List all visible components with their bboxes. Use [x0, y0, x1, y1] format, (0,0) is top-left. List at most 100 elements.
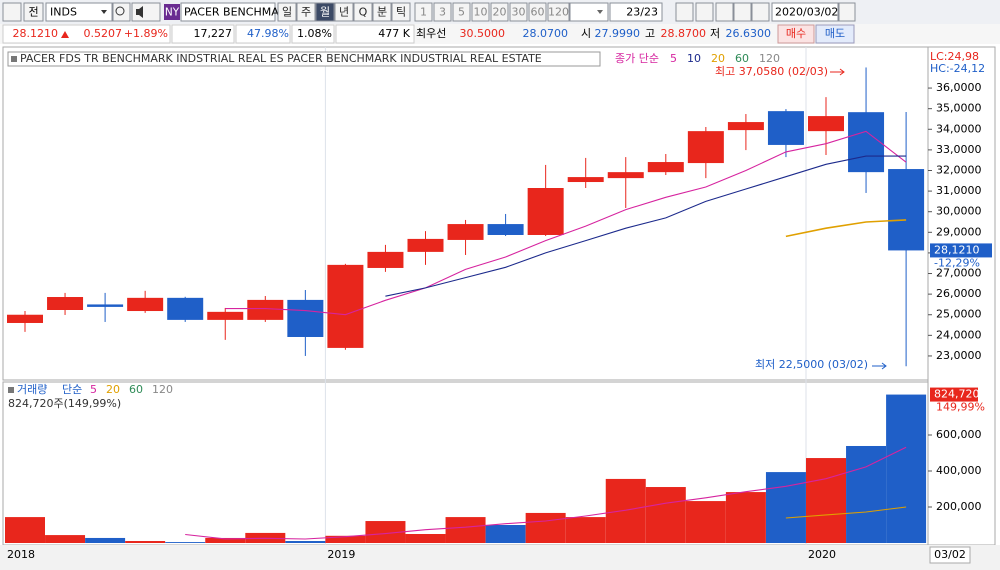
- volume-bar: [165, 542, 206, 543]
- buy-button[interactable]: [777, 24, 815, 44]
- interval-button[interactable]: [528, 2, 547, 22]
- best-ask: 30.5000: [460, 27, 506, 40]
- y-tick-label: 26,0000: [936, 287, 982, 300]
- period-button[interactable]: [315, 2, 335, 22]
- candle-body: [727, 122, 764, 131]
- interval-label[interactable]: 30: [512, 6, 526, 19]
- period-label[interactable]: 주: [301, 6, 311, 19]
- change-pct: +1.89%: [124, 27, 168, 40]
- low: 26.6300: [726, 27, 772, 40]
- interval-label[interactable]: 10: [474, 6, 488, 19]
- legend-entry: 60: [129, 383, 143, 396]
- axis-column: [927, 46, 996, 546]
- lc-label: LC:24,98: [930, 50, 979, 63]
- period-label[interactable]: 분: [377, 6, 387, 19]
- current-price: 28.1210: [13, 27, 59, 40]
- interval-dropdown[interactable]: [569, 2, 609, 22]
- tool-button[interactable]: [675, 2, 694, 22]
- volume-bar: [45, 535, 86, 543]
- candle-body: [127, 297, 164, 312]
- period-label[interactable]: Q: [359, 6, 368, 19]
- tool-button[interactable]: [751, 2, 770, 22]
- sell-label[interactable]: 매도: [825, 27, 845, 40]
- period-button[interactable]: [391, 2, 411, 22]
- period-button[interactable]: [296, 2, 316, 22]
- legend-entry: 20: [711, 52, 725, 65]
- candle-body: [207, 311, 244, 320]
- interval-label[interactable]: 3: [439, 6, 446, 19]
- period-label[interactable]: 년: [339, 6, 349, 19]
- price-panel: [2, 46, 929, 381]
- interval-button[interactable]: [547, 2, 570, 22]
- candle-body: [687, 131, 724, 164]
- y-tick-label: 24,0000: [936, 328, 982, 341]
- legend-entry: 20: [106, 383, 120, 396]
- period-button[interactable]: [353, 2, 373, 22]
- volume-bar: [5, 517, 45, 543]
- period-label[interactable]: 월: [320, 6, 330, 19]
- period-label[interactable]: 틱: [396, 6, 406, 19]
- tool-button[interactable]: [695, 2, 714, 22]
- info-cell: [2, 24, 171, 44]
- volume: 17,227: [194, 27, 233, 40]
- candle-body: [888, 169, 925, 251]
- calendar-button[interactable]: [838, 2, 856, 22]
- period-button[interactable]: [372, 2, 392, 22]
- candle-body: [7, 314, 43, 323]
- interval-button[interactable]: [490, 2, 509, 22]
- code-input[interactable]: [45, 2, 113, 22]
- candle-body: [767, 111, 804, 145]
- search-button[interactable]: [112, 2, 131, 22]
- period-button[interactable]: [277, 2, 297, 22]
- tool-button[interactable]: [715, 2, 734, 22]
- period-button[interactable]: [334, 2, 354, 22]
- y-tick-label: 27,0000: [936, 267, 982, 280]
- interval-button[interactable]: [509, 2, 528, 22]
- interval-label[interactable]: 1: [420, 6, 427, 19]
- interval-label[interactable]: 60: [531, 6, 545, 19]
- ma-line: [385, 155, 907, 297]
- period-label[interactable]: 일: [282, 5, 292, 19]
- info-cell: [235, 24, 291, 44]
- candle-body: [247, 299, 284, 320]
- volume-title: 거래량: [17, 383, 47, 396]
- y-tick-label: 200,000: [936, 500, 982, 513]
- candle-body: [167, 297, 204, 320]
- interval-button[interactable]: [433, 2, 452, 22]
- date-input[interactable]: [771, 2, 839, 22]
- y-tick-label: 600,000: [936, 428, 982, 441]
- volume-bar: [685, 501, 726, 543]
- volume-bar: [525, 512, 566, 543]
- volume-bar: [325, 535, 366, 543]
- date-text[interactable]: 2020/03/02: [775, 6, 838, 19]
- sound-button[interactable]: [131, 2, 161, 22]
- count-input[interactable]: [609, 2, 663, 22]
- x-tick-label: 2020: [808, 548, 836, 561]
- interval-label[interactable]: 120: [548, 6, 569, 19]
- y-tick-label: 33,0000: [936, 143, 982, 156]
- high-label: 고: [645, 27, 655, 40]
- count-text[interactable]: 23/23: [626, 6, 658, 19]
- candle-body: [87, 304, 124, 307]
- chart-title: PACER FDS TR BENCHMARK INDSTRIAL REAL ES…: [20, 52, 542, 65]
- last-pct-label: 149,99%: [936, 401, 985, 414]
- volume-bar: [125, 541, 166, 543]
- interval-button[interactable]: [452, 2, 471, 22]
- sell-button[interactable]: [815, 24, 855, 44]
- interval-label[interactable]: 20: [493, 6, 507, 19]
- code-text[interactable]: INDS: [50, 6, 77, 19]
- chart-icon-button[interactable]: [2, 2, 22, 22]
- interval-button[interactable]: [471, 2, 490, 22]
- candle-body: [527, 188, 564, 235]
- tool-button[interactable]: [733, 2, 752, 22]
- interval-button[interactable]: [414, 2, 433, 22]
- buy-label[interactable]: 매수: [786, 27, 806, 40]
- candle-body: [567, 177, 604, 183]
- high: 28.8700: [661, 27, 707, 40]
- title-box: [7, 51, 601, 67]
- y-tick-label: 35,0000: [936, 102, 982, 115]
- market-button[interactable]: [23, 2, 44, 22]
- interval-label[interactable]: 5: [458, 6, 465, 19]
- market-label[interactable]: 전: [28, 6, 38, 19]
